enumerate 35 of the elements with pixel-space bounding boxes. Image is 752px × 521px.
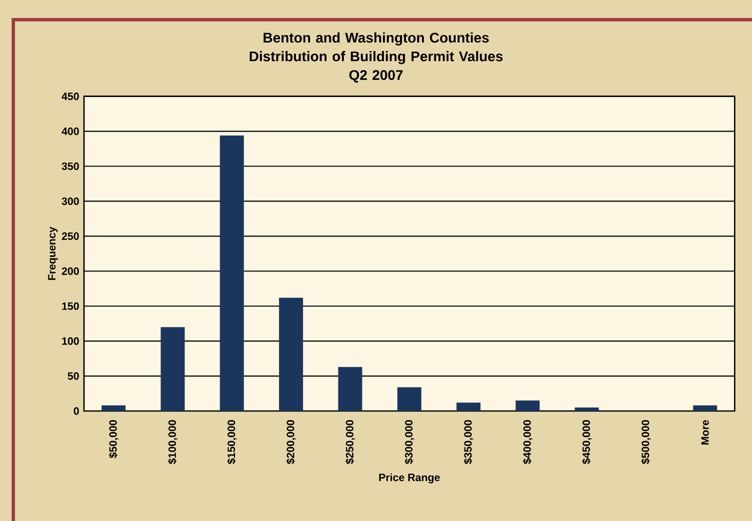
y-tick-label: 350 (62, 162, 79, 170)
x-tick-label: $300,000 (404, 420, 414, 464)
x-tick-label: $150,000 (227, 420, 237, 464)
bar (279, 298, 304, 411)
x-tick-label: $50,000 (108, 420, 118, 458)
x-tick-label: $100,000 (168, 420, 178, 464)
x-tick-label: $350,000 (464, 420, 474, 464)
bar (456, 402, 480, 411)
chart-subtitle: Q2 2007 (349, 70, 403, 83)
bar (338, 366, 362, 411)
bar (397, 387, 422, 411)
x-tick-label: $450,000 (582, 420, 592, 464)
y-tick-label: 200 (62, 267, 79, 275)
x-tick-label: $400,000 (522, 420, 532, 464)
bar (220, 135, 244, 411)
x-tick-label: $500,000 (641, 420, 651, 464)
y-tick-label: 150 (62, 302, 79, 310)
x-tick-label: $200,000 (286, 420, 296, 464)
bar (693, 405, 718, 411)
bar (516, 400, 540, 411)
bar (574, 408, 599, 411)
x-axis-title: Price Range (379, 473, 440, 484)
bar (160, 327, 185, 411)
y-tick-label: 450 (62, 92, 79, 100)
y-tick-label: 0 (74, 407, 79, 415)
x-tick-label: More (701, 420, 709, 444)
chart-title: Benton and Washington Counties Distribution of Building Permit Values (250, 32, 503, 64)
y-tick-label: 400 (62, 128, 79, 136)
y-tick-label: 300 (62, 197, 79, 206)
y-tick-label: 100 (62, 337, 79, 345)
y-axis-title: Frequency (48, 226, 58, 280)
y-tick-label: 50 (68, 372, 79, 380)
bar (102, 405, 126, 411)
x-tick-label: $250,000 (345, 420, 355, 464)
y-tick-label: 250 (62, 232, 79, 240)
